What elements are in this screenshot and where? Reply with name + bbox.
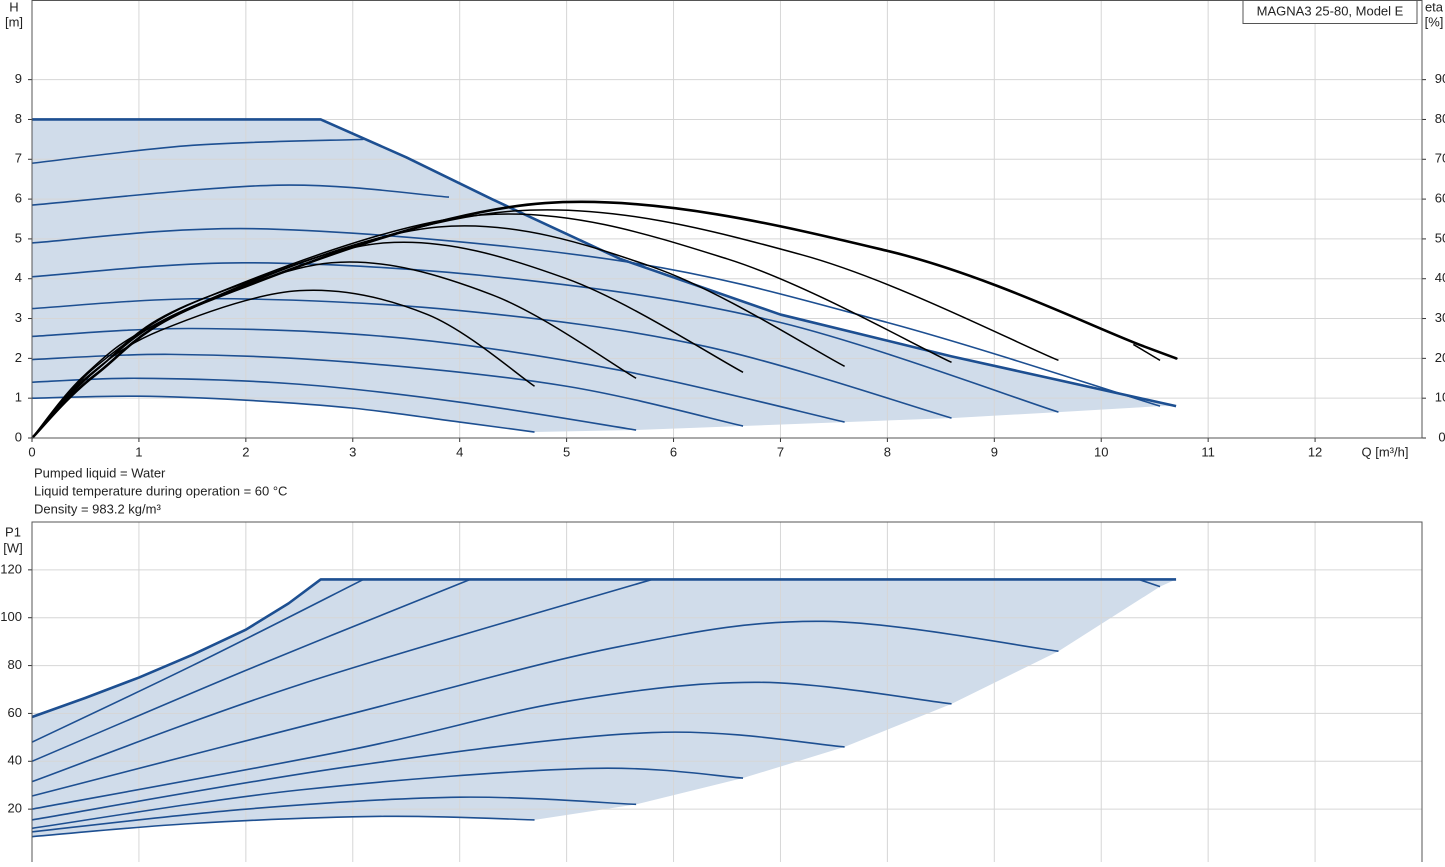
curve [1138,578,1161,588]
y-tick-label: 6 [15,191,22,206]
curve [31,209,1059,439]
x-tick-label: 11 [1201,444,1215,459]
y2-tick-label: 80 [1435,111,1445,126]
x-tick-label: 8 [884,444,891,459]
y2-tick-label: 70 [1435,151,1445,166]
curve [31,138,364,165]
y-tick-label: 40 [8,753,22,768]
x-tick-label: 7 [777,444,784,459]
curve [31,815,535,838]
fill-layer [32,119,1177,837]
curve [31,227,1161,407]
curve [31,353,744,427]
y2-tick-label: 50 [1435,230,1445,245]
curve [31,297,952,419]
curve [31,578,471,763]
title-box [1242,0,1418,24]
y2-tick-label: 10 [1435,390,1445,405]
y2-tick-label: 90 [1435,71,1445,86]
y-axis-unit: [W] [3,540,23,555]
note: Liquid temperature during operation = 60… [34,483,287,498]
curve [31,620,1059,797]
x-axis-label: Q [m³/h] [1362,444,1409,459]
y-tick-label: 4 [15,270,22,285]
curve [31,578,653,783]
y-tick-label: 2 [15,350,22,365]
x-tick-label: 9 [991,444,998,459]
y2-tick-label: 30 [1435,310,1445,325]
y-tick-label: 20 [8,801,22,816]
x-tick-label: 5 [563,444,570,459]
y-tick-label: 5 [15,230,22,245]
x-tick-label: 2 [242,444,249,459]
y-tick-label: 80 [8,657,22,672]
y-tick-label: 1 [15,390,22,405]
curve [31,261,1059,413]
y-tick-label: 8 [15,111,22,126]
x-tick-label: 12 [1308,444,1322,459]
curve [31,377,637,431]
y-axis-label: H [9,0,18,14]
chart-title: MAGNA3 25-80, Model E [1257,3,1404,18]
operating-area [32,579,1177,837]
y2-axis-unit: [%] [1425,14,1444,29]
y2-tick-label: 40 [1435,270,1445,285]
curve [31,289,535,439]
curve [31,578,1177,719]
note: Pumped liquid = Water [34,465,166,480]
y-tick-label: 100 [0,609,22,624]
curve [31,200,1178,439]
y-tick-label: 7 [15,151,22,166]
curve [31,184,450,206]
y-tick-label: 9 [15,71,22,86]
curve [31,767,744,830]
plot-frame [31,521,1423,862]
y2-tick-label: 0 [1438,429,1445,444]
x-tick-label: 10 [1094,444,1108,459]
curve [31,796,637,833]
x-tick-label: 1 [135,444,142,459]
x-tick-label: 4 [456,444,463,459]
y-tick-label: 120 [0,561,22,576]
curve [32,118,1177,408]
curve [31,578,364,743]
y-tick-label: 3 [15,310,22,325]
y2-tick-label: 60 [1435,191,1445,206]
note: Density = 983.2 kg/m³ [34,501,161,516]
y2-axis-label: eta [1425,0,1444,14]
curve [1132,343,1161,361]
x-tick-label: 0 [28,444,35,459]
curve [31,395,535,433]
x-tick-label: 6 [670,444,677,459]
y-tick-label: 60 [8,705,22,720]
y-axis-unit: [m] [5,14,23,29]
y-tick-label: 0 [15,429,22,444]
x-tick-label: 3 [349,444,356,459]
curve [31,731,845,821]
y-axis-label: P1 [5,524,21,539]
curve-layer [31,118,1178,838]
operating-area [32,119,1177,433]
curve [31,681,952,810]
plot-frame [31,0,1423,439]
y2-tick-label: 20 [1435,350,1445,365]
